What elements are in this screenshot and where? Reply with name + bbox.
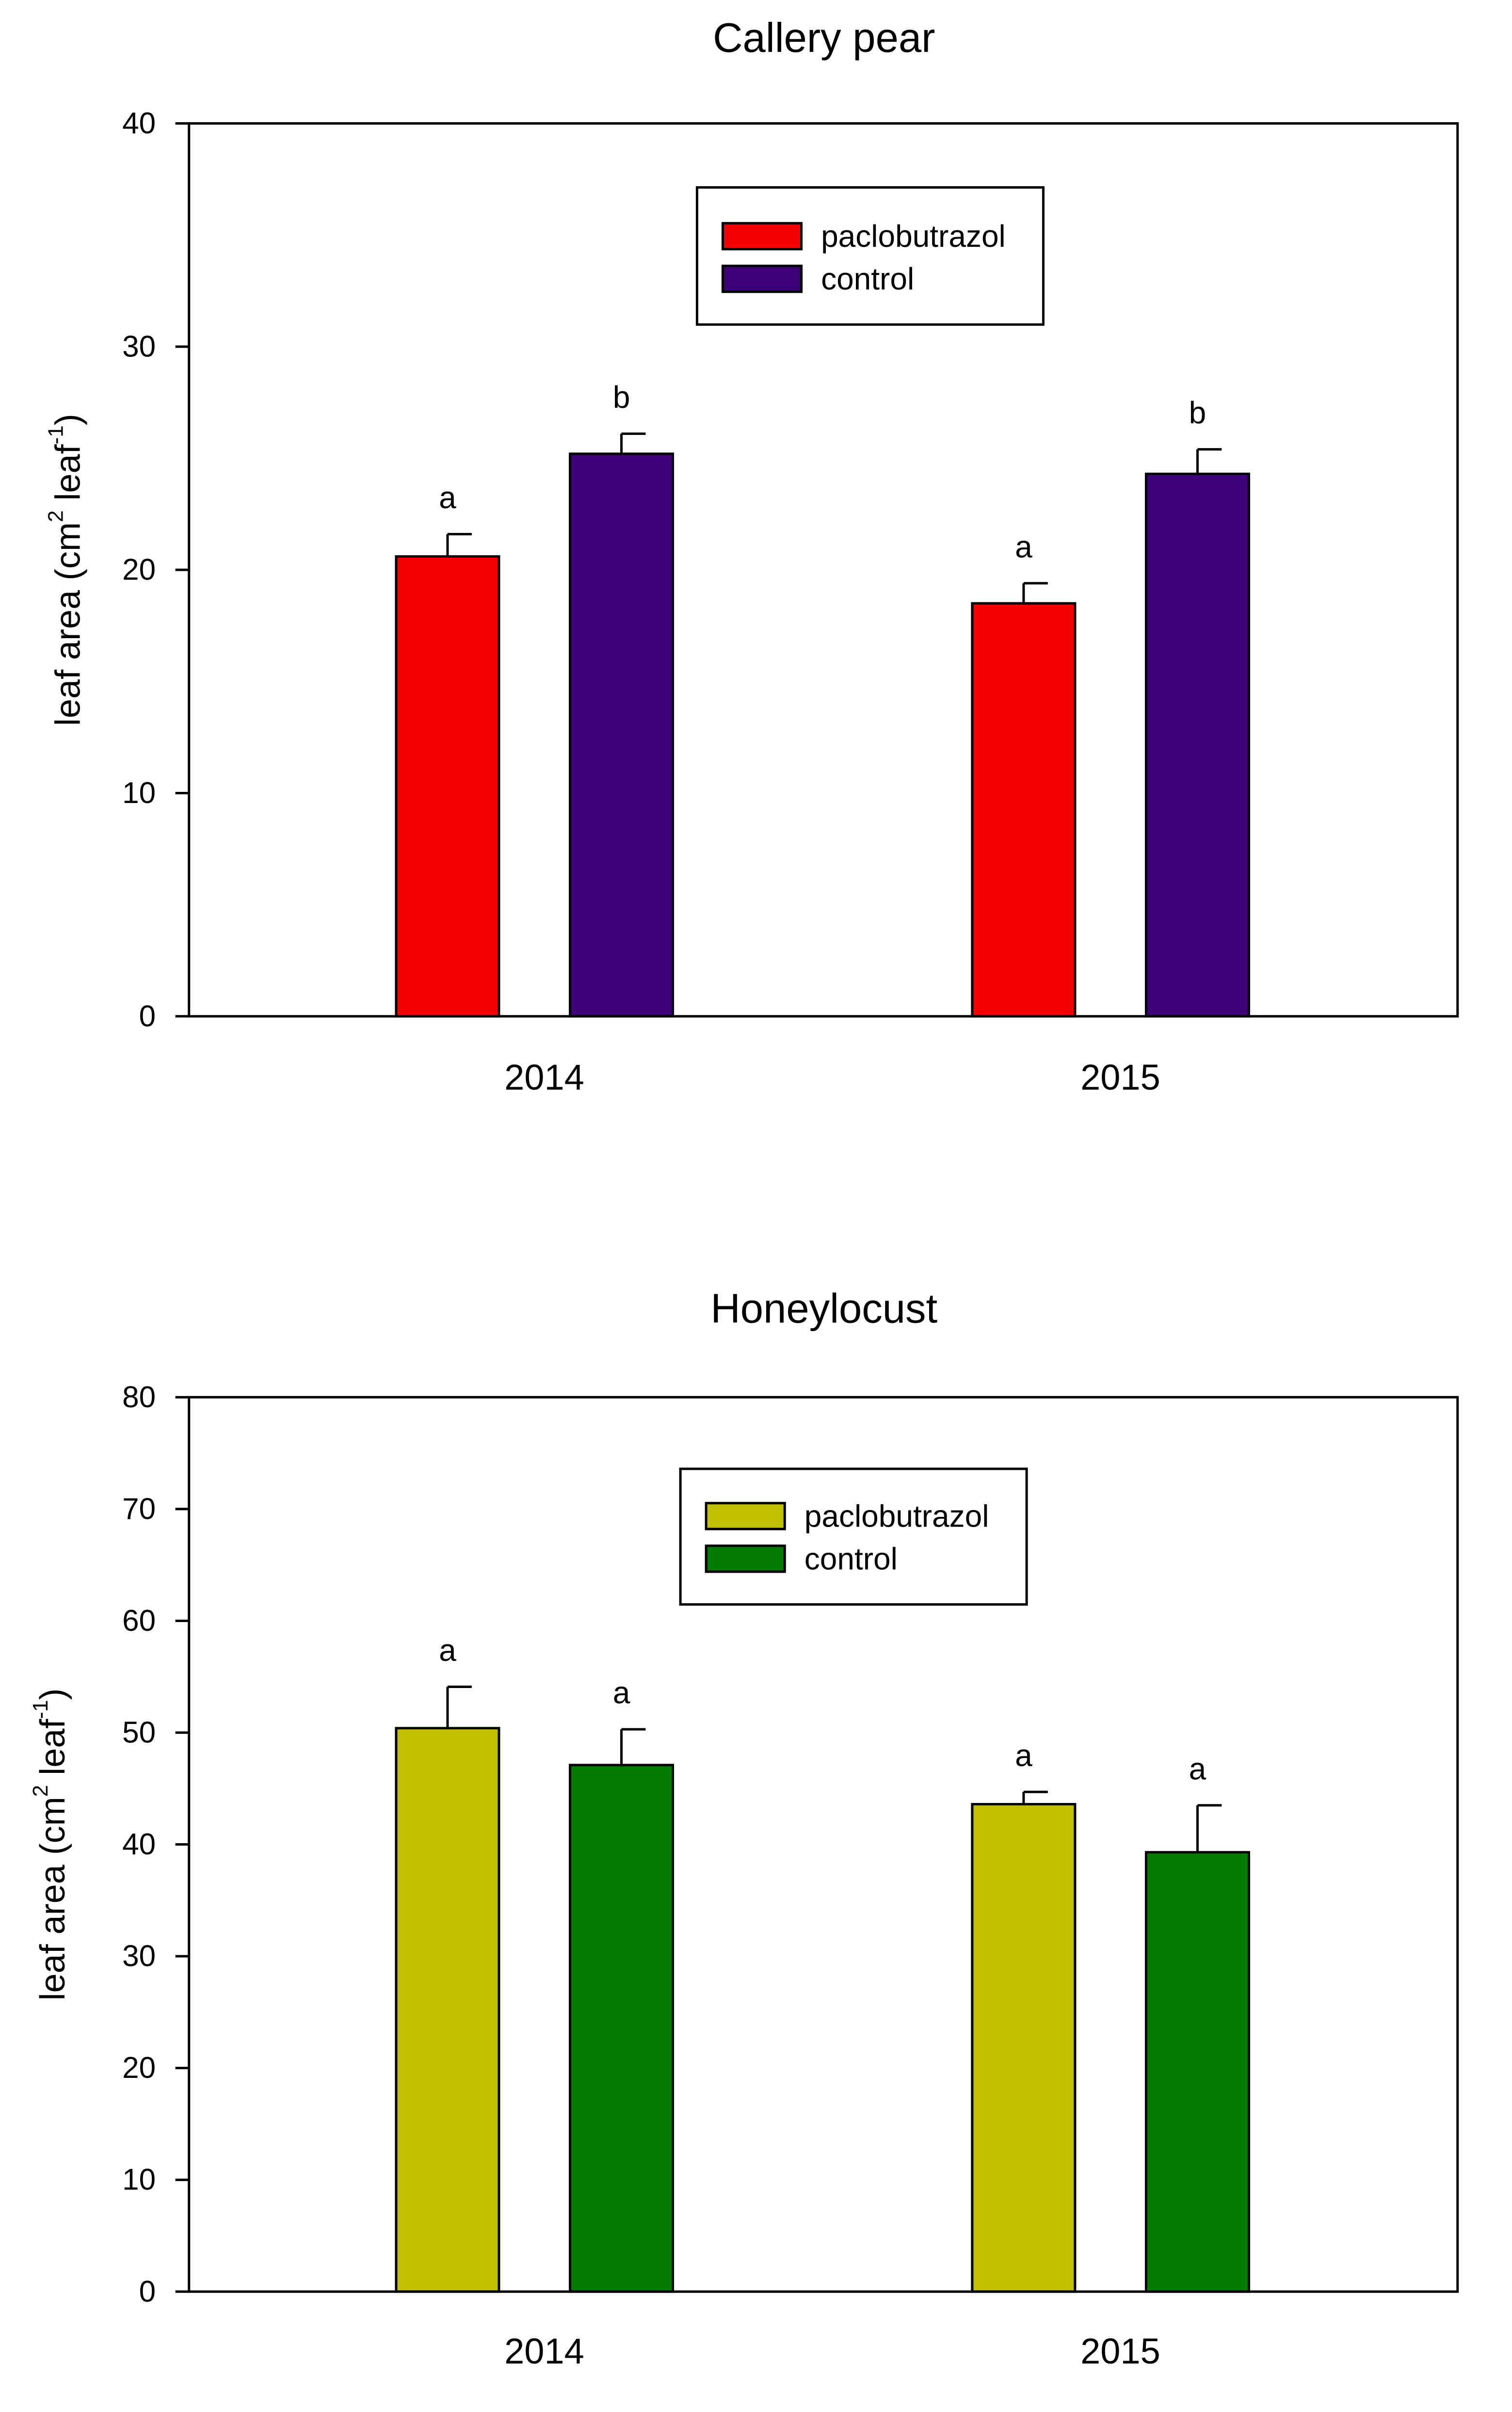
legend-label: control xyxy=(821,261,914,296)
y-tick-label: 0 xyxy=(139,999,156,1033)
legend-swatch-paclobutrazol xyxy=(705,1502,786,1530)
bar-paclobutrazol-2015 xyxy=(971,1803,1077,2293)
x-category-label: 2015 xyxy=(1080,1057,1160,1097)
legend-box xyxy=(695,186,1045,326)
y-axis-label-part: ) xyxy=(48,414,87,425)
legend-box xyxy=(679,1467,1028,1606)
legend-label: control xyxy=(804,1541,898,1576)
y-tick-label: 70 xyxy=(122,1492,156,1526)
y-tick-label: 30 xyxy=(122,1940,156,1973)
y-axis-label-superscript: 2 xyxy=(44,510,67,522)
chart-title: Honeylocust xyxy=(710,1286,937,1332)
y-tick-label: 10 xyxy=(122,776,156,810)
y-axis-label-part: leaf area (cm xyxy=(48,522,87,726)
y-tick-label: 60 xyxy=(122,1604,156,1638)
bar-control-2015 xyxy=(1144,472,1250,1018)
x-category-label: 2015 xyxy=(1080,2331,1160,2371)
chart-title: Callery pear xyxy=(713,15,935,61)
y-tick-label: 0 xyxy=(139,2275,156,2308)
y-axis-label-part: leaf xyxy=(48,444,87,510)
significance-letter: a xyxy=(439,1633,456,1668)
significance-letter: a xyxy=(1189,1751,1206,1786)
significance-letter: b xyxy=(613,380,630,415)
significance-letter: a xyxy=(1015,1738,1032,1773)
chart-2: Honeylocust a a a a 0 10 20 30 40 50 60 70 80 2014 2015… xyxy=(29,1286,1459,2371)
chart-1: Callery pear a a b b 0 10 20 30 40 2014 2015 leaf ar… xyxy=(44,15,1459,1097)
legend-label: paclobutrazol xyxy=(821,219,1006,254)
legend: paclobutrazol control xyxy=(695,186,1045,326)
y-tick-label: 40 xyxy=(122,107,156,140)
bar-control-2015 xyxy=(1144,1851,1250,2293)
x-category-label: 2014 xyxy=(504,1057,584,1097)
significance-letter: a xyxy=(439,480,456,515)
y-axis-label-part: leaf xyxy=(33,1719,72,1785)
bar-control-2014 xyxy=(568,452,675,1018)
bar-paclobutrazol-2014 xyxy=(395,555,500,1018)
y-axis-label-part: ) xyxy=(33,1688,72,1700)
y-tick-label: 20 xyxy=(122,2051,156,2085)
significance-letter: a xyxy=(613,1675,630,1710)
bar-control-2014 xyxy=(568,1764,675,2293)
y-tick-label: 40 xyxy=(122,1828,156,1861)
significance-letter: a xyxy=(1015,529,1032,564)
legend: paclobutrazol control xyxy=(679,1467,1028,1606)
legend-swatch-paclobutrazol xyxy=(721,222,803,251)
y-tick-label: 50 xyxy=(122,1716,156,1750)
y-tick-label: 30 xyxy=(122,330,156,363)
y-axis-label-superscript: -1 xyxy=(29,1700,52,1719)
legend-swatch-control xyxy=(705,1544,786,1573)
legend-swatch-control xyxy=(721,264,803,293)
y-tick-label: 10 xyxy=(122,2163,156,2197)
legend-label: paclobutrazol xyxy=(804,1498,989,1533)
y-axis-label: leaf area (cm2 leaf-1) xyxy=(44,414,88,726)
y-tick-label: 80 xyxy=(122,1381,156,1414)
y-axis-label: leaf area (cm2 leaf-1) xyxy=(29,1688,73,2001)
y-axis-label-part: leaf area (cm xyxy=(33,1797,72,2000)
significance-letter: b xyxy=(1189,395,1206,430)
y-tick-label: 20 xyxy=(122,553,156,587)
bar-paclobutrazol-2015 xyxy=(971,602,1077,1018)
x-category-label: 2014 xyxy=(504,2331,584,2371)
bar-paclobutrazol-2014 xyxy=(395,1727,500,2293)
y-axis-label-superscript: 2 xyxy=(29,1785,52,1797)
y-axis-label-superscript: -1 xyxy=(44,425,67,444)
